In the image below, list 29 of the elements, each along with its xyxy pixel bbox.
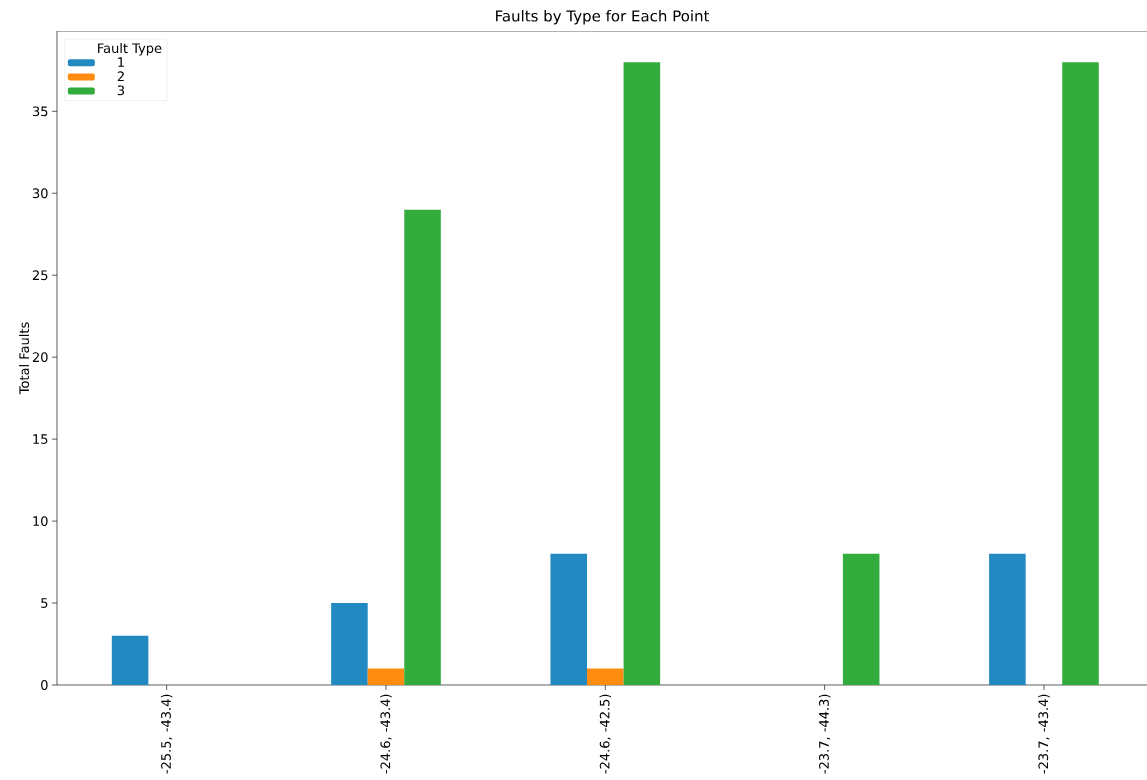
y-tick-label: 15: [33, 434, 48, 444]
x-tick-label: -24.6, -42.5): [599, 694, 612, 774]
x-tick-label: -23.7, -44.3): [818, 694, 831, 774]
y-axis-title: Total Faults: [19, 322, 30, 395]
bar: [331, 603, 368, 685]
x-tick-label: -23.7, -43.4): [1038, 694, 1050, 774]
bar: [1062, 62, 1099, 685]
bar: [404, 209, 441, 685]
bar: [111, 635, 149, 685]
legend-label: 3: [117, 85, 125, 96]
bar: [842, 553, 880, 685]
legend-title: Fault Type: [98, 43, 162, 56]
bar: [989, 553, 1026, 685]
bar: [623, 62, 661, 685]
y-tick-label: 5: [41, 598, 48, 608]
y-tick-label: 20: [32, 352, 48, 363]
y-tick-label: 0: [41, 680, 48, 690]
chart-title: Faults by Type for Each Point: [496, 9, 710, 25]
y-tick-label: 25: [32, 270, 48, 281]
bar: [367, 668, 405, 685]
x-tick-label: -24.6, -43.4): [380, 694, 392, 774]
y-tick-label: 30: [32, 188, 48, 199]
y-tick-label: 10: [33, 516, 48, 527]
bar: [587, 668, 624, 685]
bar: [550, 553, 588, 685]
legend-label: 1: [118, 57, 124, 67]
y-tick-label: 35: [32, 106, 48, 117]
x-tick-label: -25.5, -43.4): [160, 694, 173, 774]
legend-label: 2: [117, 71, 124, 81]
